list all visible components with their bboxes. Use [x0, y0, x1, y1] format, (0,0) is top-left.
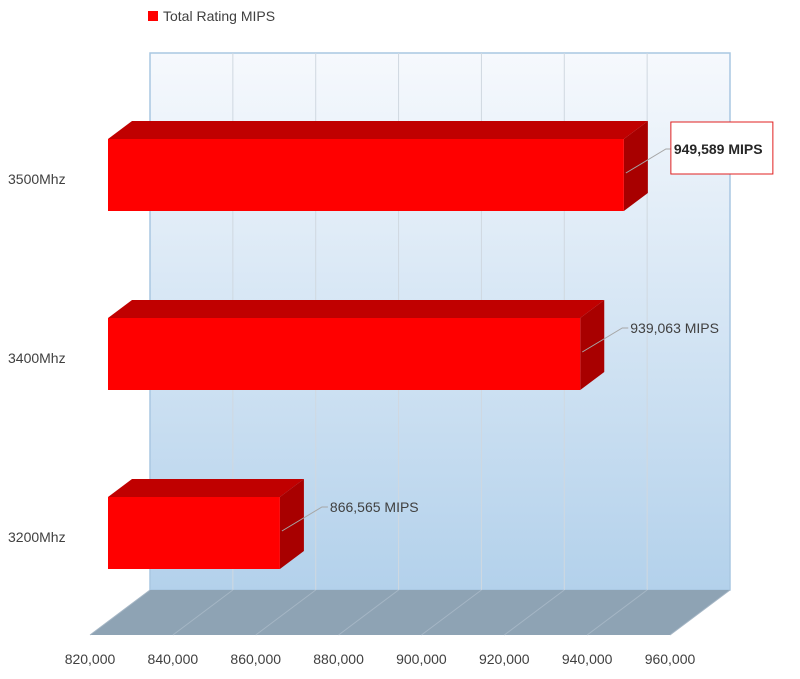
x-tick-label: 940,000 — [562, 651, 613, 667]
floor-gridline — [172, 589, 234, 636]
bar — [108, 497, 280, 569]
bar-top-face — [108, 300, 605, 318]
y-category-label: 3400Mhz — [8, 350, 66, 366]
floor-gridline — [421, 589, 482, 636]
y-category-label: 3500Mhz — [8, 171, 66, 187]
legend-label: Total Rating MIPS — [163, 8, 276, 24]
bar-side-face — [580, 300, 605, 390]
floor-gridline — [338, 589, 399, 636]
x-tick-label: 920,000 — [479, 651, 530, 667]
bar-top-face — [108, 121, 648, 139]
data-label: 866,565 MIPS — [330, 499, 419, 515]
bar — [108, 139, 624, 211]
bar-side-face — [279, 479, 304, 569]
x-tick-label: 840,000 — [148, 651, 199, 667]
legend-swatch — [148, 11, 158, 21]
x-tick-label: 880,000 — [313, 651, 364, 667]
bar-top-face — [108, 479, 304, 497]
legend: Total Rating MIPS — [148, 8, 275, 24]
y-category-label: 3200Mhz — [8, 529, 66, 545]
data-label-callout — [670, 121, 774, 175]
x-tick-label: 860,000 — [230, 651, 281, 667]
x-tick-label: 820,000 — [65, 651, 116, 667]
x-tick-label: 900,000 — [396, 651, 447, 667]
data-label: 949,589 MIPS — [674, 141, 763, 157]
data-label: 939,063 MIPS — [630, 320, 719, 336]
floor-gridline — [503, 589, 565, 636]
floor-gridline — [586, 589, 648, 636]
bar — [108, 318, 581, 390]
plot-floor — [90, 590, 730, 635]
floor-gridline — [89, 589, 151, 636]
bar-side-face — [623, 121, 648, 211]
floor-gridline — [255, 589, 317, 636]
data-label-leader — [582, 327, 629, 353]
data-label-leader — [625, 148, 672, 174]
data-label-leader — [281, 506, 328, 532]
x-tick-label: 960,000 — [645, 651, 696, 667]
floor-gridline — [669, 589, 731, 636]
